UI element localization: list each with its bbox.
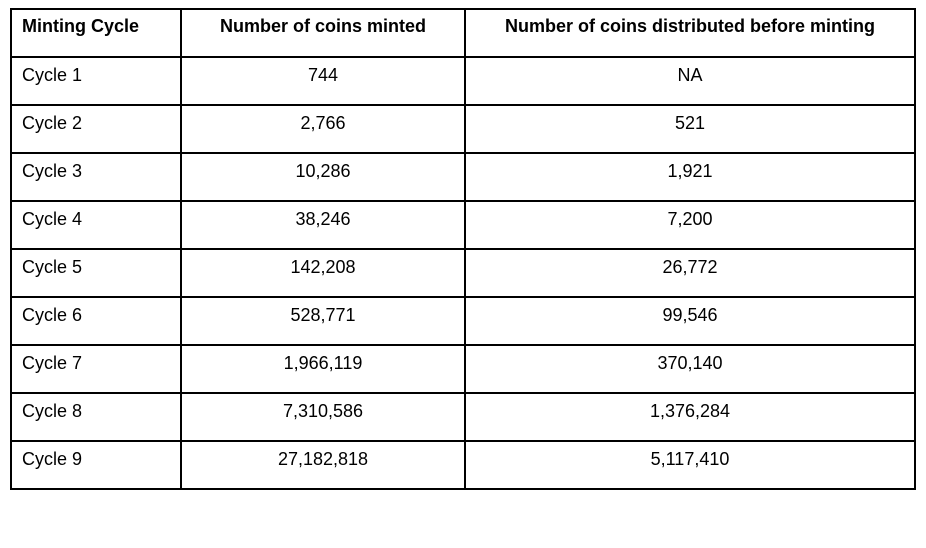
cell-coins-distributed: 1,376,284	[464, 392, 916, 442]
cell-coins-minted: 10,286	[180, 152, 466, 202]
cell-cycle: Cycle 8	[10, 392, 182, 442]
cell-cycle: Cycle 3	[10, 152, 182, 202]
cell-coins-distributed: 521	[464, 104, 916, 154]
cell-coins-distributed: 99,546	[464, 296, 916, 346]
table-row: Cycle 2 2,766 521	[10, 104, 916, 154]
cell-cycle: Cycle 1	[10, 56, 182, 106]
cell-coins-minted: 1,966,119	[180, 344, 466, 394]
header-coins-minted: Number of coins minted	[180, 8, 466, 58]
table-row: Cycle 7 1,966,119 370,140	[10, 344, 916, 394]
minting-table: Minting Cycle Number of coins minted Num…	[10, 8, 916, 490]
table-row: Cycle 8 7,310,586 1,376,284	[10, 392, 916, 442]
cell-coins-distributed: 5,117,410	[464, 440, 916, 490]
cell-coins-minted: 744	[180, 56, 466, 106]
cell-coins-distributed: 370,140	[464, 344, 916, 394]
cell-cycle: Cycle 2	[10, 104, 182, 154]
table-row: Cycle 4 38,246 7,200	[10, 200, 916, 250]
cell-cycle: Cycle 4	[10, 200, 182, 250]
cell-coins-minted: 2,766	[180, 104, 466, 154]
cell-coins-distributed: 1,921	[464, 152, 916, 202]
header-coins-distributed: Number of coins distributed before minti…	[464, 8, 916, 58]
table-row: Cycle 1 744 NA	[10, 56, 916, 106]
cell-coins-minted: 528,771	[180, 296, 466, 346]
cell-coins-minted: 27,182,818	[180, 440, 466, 490]
cell-cycle: Cycle 6	[10, 296, 182, 346]
cell-coins-minted: 142,208	[180, 248, 466, 298]
cell-coins-minted: 7,310,586	[180, 392, 466, 442]
cell-coins-distributed: 7,200	[464, 200, 916, 250]
table-row: Cycle 9 27,182,818 5,117,410	[10, 440, 916, 490]
table-row: Cycle 3 10,286 1,921	[10, 152, 916, 202]
table-body: Cycle 1 744 NA Cycle 2 2,766 521 Cycle 3…	[10, 56, 916, 490]
cell-coins-distributed: 26,772	[464, 248, 916, 298]
cell-coins-distributed: NA	[464, 56, 916, 106]
table-row: Cycle 6 528,771 99,546	[10, 296, 916, 346]
table-header: Minting Cycle Number of coins minted Num…	[10, 8, 916, 58]
header-minting-cycle: Minting Cycle	[10, 8, 182, 58]
cell-coins-minted: 38,246	[180, 200, 466, 250]
table-row: Cycle 5 142,208 26,772	[10, 248, 916, 298]
cell-cycle: Cycle 5	[10, 248, 182, 298]
cell-cycle: Cycle 9	[10, 440, 182, 490]
header-row: Minting Cycle Number of coins minted Num…	[10, 8, 916, 58]
cell-cycle: Cycle 7	[10, 344, 182, 394]
